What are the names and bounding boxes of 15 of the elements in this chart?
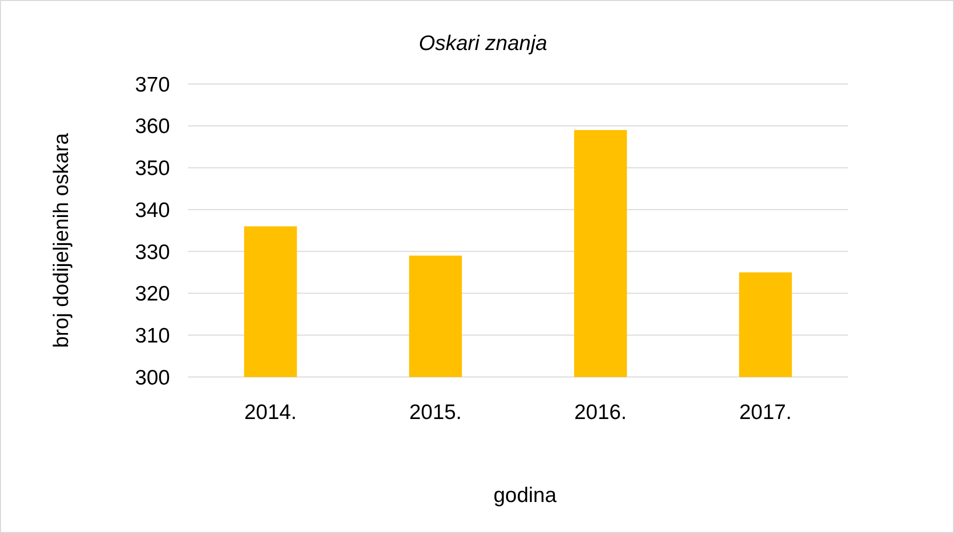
y-tick-label: 360 <box>134 115 170 138</box>
chart-title: Oskari znanja <box>418 32 548 55</box>
x-tick-label: 2014. <box>244 401 297 424</box>
y-tick-label: 370 <box>134 73 170 96</box>
x-tick-label: 2017. <box>739 401 792 424</box>
y-tick-label: 320 <box>134 282 170 306</box>
y-tick-label: 310 <box>134 324 170 348</box>
x-tick-label: 2016. <box>574 401 627 424</box>
y-axis-title: broj dodijeljenih oskara <box>50 132 73 348</box>
y-tick-label: 350 <box>134 157 170 180</box>
x-tick-label: 2015. <box>409 401 462 424</box>
x-axis-title: godina <box>493 484 557 507</box>
y-tick-label: 300 <box>134 366 170 390</box>
y-tick-label: 330 <box>134 240 170 264</box>
y-tick-label: 340 <box>134 198 170 222</box>
